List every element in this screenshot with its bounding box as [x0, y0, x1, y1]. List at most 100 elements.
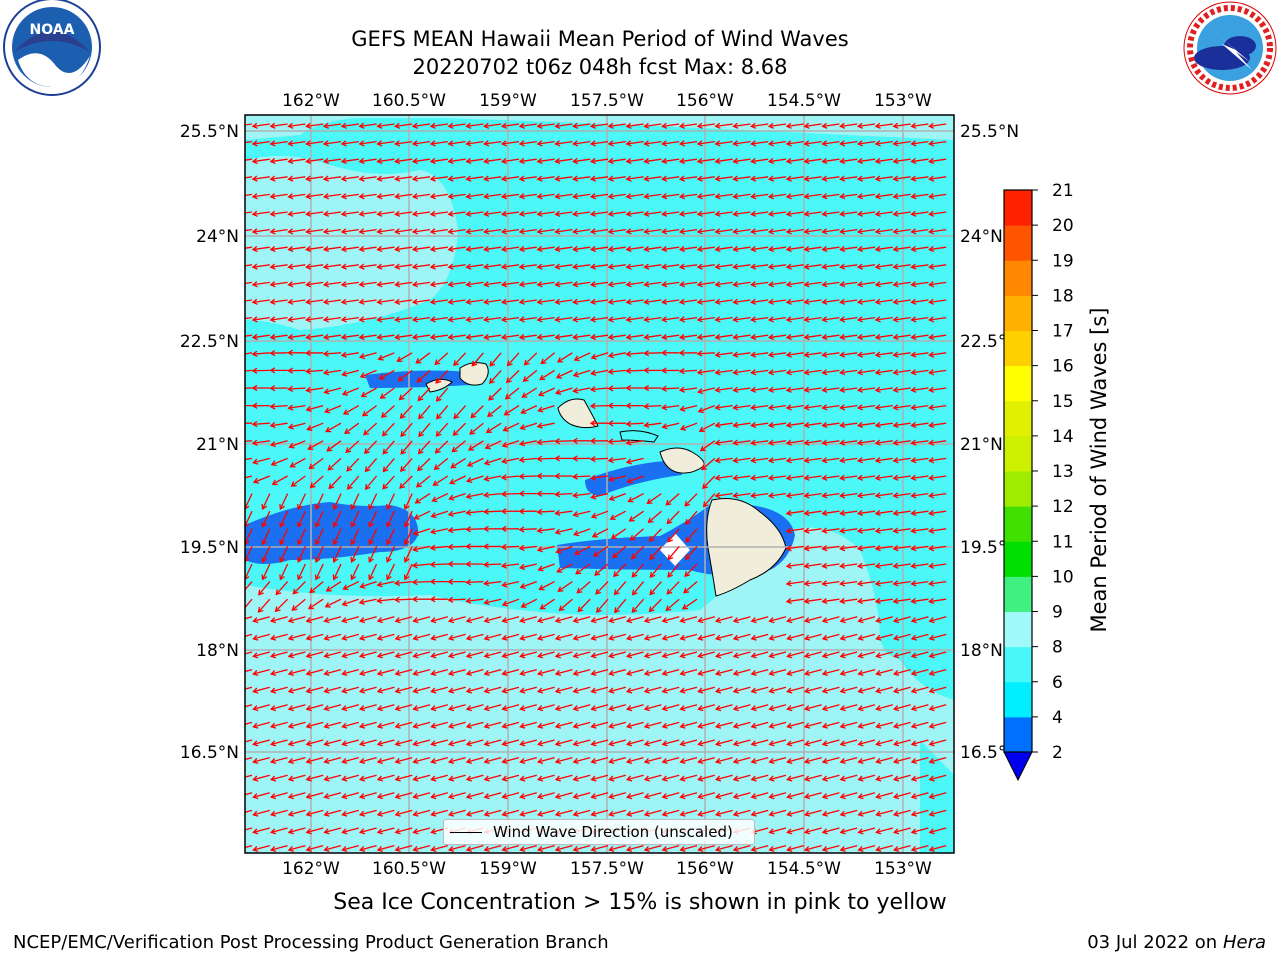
- wave-arrow: [805, 686, 822, 693]
- wave-arrow: [894, 704, 911, 710]
- wave-arrow: [466, 809, 484, 816]
- wave-arrow-head: [269, 634, 277, 641]
- wave-arrow-head: [678, 281, 686, 288]
- wave-arrow: [466, 616, 484, 622]
- wave-arrow-head: [361, 410, 368, 417]
- wave-arrow-head: [536, 546, 543, 553]
- wave-arrow: [288, 721, 306, 728]
- map-frame: [244, 114, 955, 854]
- wave-arrow-head: [429, 263, 436, 270]
- wave-arrow-head: [768, 687, 775, 694]
- wave-arrow: [751, 792, 769, 798]
- wave-arrow: [822, 809, 840, 816]
- wave-arrow-head: [625, 384, 632, 392]
- wave-arrow: [929, 563, 947, 568]
- wave-arrow-head: [732, 281, 739, 288]
- wave-arrow: [822, 616, 840, 622]
- wave-arrow: [698, 774, 715, 781]
- wave-arrow-head: [786, 687, 793, 694]
- wave-arrow: [315, 528, 324, 545]
- wave-arrow-head: [572, 157, 579, 165]
- wave-arrow-head: [324, 407, 331, 414]
- wave-arrow: [400, 457, 413, 472]
- wave-arrow: [876, 651, 893, 658]
- wave-arrow-head: [358, 617, 366, 624]
- wave-arrow: [680, 176, 698, 180]
- wave-arrow-head: [696, 157, 703, 165]
- wave-arrow: [822, 492, 840, 497]
- wave-arrow-head: [554, 793, 561, 800]
- wave-arrow-head: [572, 757, 579, 765]
- wave-arrow: [680, 316, 698, 321]
- wave-arrow-head: [519, 617, 526, 624]
- wave-arrow-head: [368, 556, 374, 563]
- wave-arrow: [591, 704, 609, 710]
- wave-arrow: [911, 281, 929, 286]
- wave-arrow-head: [874, 298, 881, 305]
- wave-arrow: [484, 246, 502, 251]
- wave-arrow: [450, 457, 466, 469]
- wave-arrow: [431, 704, 448, 710]
- wave-arrow-head: [236, 829, 241, 834]
- wave-arrow-head: [892, 263, 899, 270]
- wave-arrow: [591, 387, 609, 391]
- wave-arrow: [858, 774, 876, 781]
- wave-arrow-head: [607, 228, 614, 235]
- wave-arrow-head: [536, 617, 544, 624]
- wave-arrow: [858, 580, 876, 585]
- wave-arrow: [395, 228, 413, 233]
- wave-arrow: [449, 721, 466, 728]
- wave-arrow-head: [661, 722, 668, 729]
- wave-arrow-head: [483, 599, 490, 606]
- wave-arrow-head: [607, 438, 614, 445]
- wave-arrow-head: [839, 492, 846, 499]
- wave-arrow-head: [678, 245, 686, 253]
- wave-arrow-head: [251, 367, 258, 374]
- wave-arrow: [751, 704, 769, 710]
- wave-arrow: [292, 581, 306, 595]
- wave-arrow: [413, 193, 431, 198]
- wave-arrow-head: [821, 474, 828, 481]
- footer-date-text: 03 Jul 2022 on: [1087, 932, 1223, 953]
- wave-arrow-head: [803, 245, 810, 253]
- wave-arrow: [346, 457, 360, 472]
- wave-arrow: [751, 844, 769, 851]
- wave-arrow: [413, 721, 431, 728]
- wave-arrow: [324, 616, 342, 622]
- wave-arrow: [591, 176, 609, 180]
- wave-arrow-head: [875, 775, 882, 782]
- wave-arrow: [858, 140, 876, 145]
- wave-arrow: [858, 440, 876, 444]
- wave-arrow-head: [324, 602, 331, 608]
- wave-arrow: [631, 563, 645, 578]
- wave-arrow: [412, 580, 431, 583]
- wave-arrow-head: [275, 589, 282, 596]
- wave-arrow-head: [252, 775, 259, 782]
- wave-arrow: [627, 721, 644, 728]
- wave-arrow: [733, 739, 751, 746]
- wave-arrow: [822, 563, 840, 568]
- wave-arrow-head: [518, 193, 525, 200]
- wave-arrow: [245, 844, 253, 849]
- wave-arrow: [786, 369, 804, 374]
- wave-arrow: [431, 774, 448, 781]
- wave-arrow: [662, 299, 680, 304]
- wave-arrow-head: [608, 740, 615, 747]
- wave-arrow-head: [714, 740, 722, 747]
- wave-arrow-head: [269, 422, 276, 429]
- colorbar-tick-label: 6: [1052, 673, 1063, 693]
- wave-arrow: [291, 475, 306, 487]
- wave-arrow-head: [767, 281, 775, 288]
- wave-arrow-head: [279, 539, 285, 546]
- wave-arrow: [377, 756, 395, 763]
- wave-arrow-head: [750, 351, 757, 358]
- wave-arrow-head: [892, 333, 899, 341]
- wave-arrow: [359, 123, 377, 128]
- wave-arrow-head: [287, 367, 294, 374]
- wave-arrow-head: [661, 810, 668, 817]
- wave-arrow: [840, 387, 858, 392]
- wave-arrow: [680, 211, 698, 216]
- wave-arrow-head: [519, 757, 526, 765]
- wave-arrow-head: [750, 634, 757, 641]
- wave-arrow: [431, 510, 449, 518]
